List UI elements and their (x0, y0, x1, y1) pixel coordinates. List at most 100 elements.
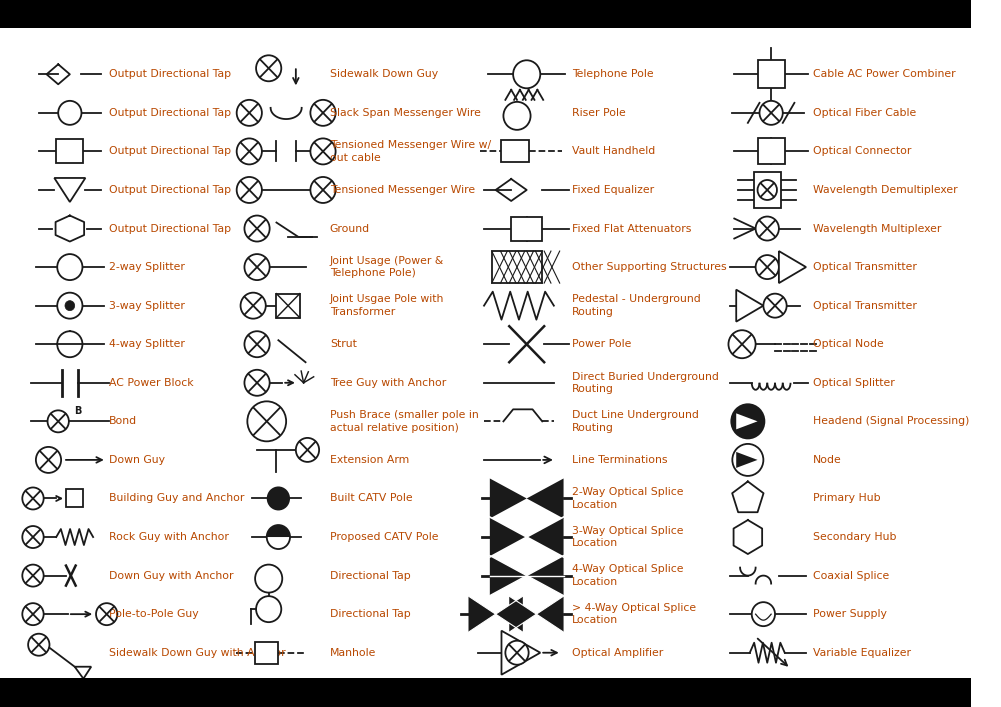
Circle shape (310, 100, 335, 126)
Text: Line Terminations: Line Terminations (573, 455, 668, 465)
Polygon shape (489, 517, 527, 557)
Circle shape (756, 216, 779, 240)
Circle shape (760, 101, 783, 125)
Text: Output Directional Tap: Output Directional Tap (109, 146, 231, 156)
Text: Optical Connector: Optical Connector (813, 146, 911, 156)
Text: 2-Way Optical Splice
Location: 2-Way Optical Splice Location (573, 487, 684, 510)
Circle shape (28, 633, 49, 655)
Text: 4-way Splitter: 4-way Splitter (109, 339, 184, 349)
Circle shape (22, 526, 44, 548)
Polygon shape (734, 520, 762, 554)
Circle shape (65, 300, 75, 310)
Circle shape (514, 60, 541, 88)
Text: Telephone Pole: Telephone Pole (573, 69, 654, 79)
Circle shape (236, 100, 262, 126)
Text: Wavelength Multiplexer: Wavelength Multiplexer (813, 223, 941, 233)
Circle shape (244, 254, 269, 280)
Polygon shape (75, 667, 91, 679)
Circle shape (244, 216, 269, 242)
Text: Output Directional Tap: Output Directional Tap (109, 69, 231, 79)
Circle shape (247, 402, 286, 441)
Bar (491, 251, 543, 283)
Circle shape (22, 565, 44, 587)
Polygon shape (732, 481, 764, 513)
Bar (512, 216, 543, 240)
Text: Optical Transmitter: Optical Transmitter (813, 262, 917, 272)
Bar (754, 172, 781, 208)
Circle shape (57, 293, 82, 319)
Bar (276, 293, 299, 317)
Circle shape (22, 487, 44, 510)
Text: Power Pole: Power Pole (573, 339, 632, 349)
Circle shape (244, 370, 269, 396)
Bar (66, 489, 83, 508)
Circle shape (57, 331, 82, 357)
Text: Optical Node: Optical Node (813, 339, 884, 349)
Text: Joint Usgae Pole with
Transformer: Joint Usgae Pole with Transformer (329, 294, 444, 317)
Text: Down Guy with Anchor: Down Guy with Anchor (109, 571, 233, 580)
Text: Coaxial Splice: Coaxial Splice (813, 571, 889, 580)
Text: Optical Fiber Cable: Optical Fiber Cable (813, 108, 916, 118)
Text: Fixed Equalizer: Fixed Equalizer (573, 185, 655, 195)
Circle shape (729, 330, 756, 358)
Circle shape (256, 55, 281, 81)
Wedge shape (266, 525, 290, 537)
Text: Direct Buried Underground
Routing: Direct Buried Underground Routing (573, 372, 719, 394)
Text: Directional Tap: Directional Tap (329, 571, 410, 580)
Text: Pole-to-Pole Guy: Pole-to-Pole Guy (109, 609, 198, 619)
Circle shape (244, 331, 269, 357)
Polygon shape (736, 290, 764, 322)
Bar (255, 642, 278, 664)
Polygon shape (736, 414, 758, 429)
Bar (502, 141, 529, 163)
Circle shape (310, 139, 335, 165)
Text: Sidewalk Down Guy with Anchor: Sidewalk Down Guy with Anchor (109, 648, 285, 658)
Text: Push Brace (smaller pole in
actual relative position): Push Brace (smaller pole in actual relat… (329, 410, 478, 433)
Text: Node: Node (813, 455, 842, 465)
Text: Fixed Flat Attenuators: Fixed Flat Attenuators (573, 223, 692, 233)
Text: Other Supporting Structures: Other Supporting Structures (573, 262, 727, 272)
Text: Optical Transmitter: Optical Transmitter (813, 300, 917, 310)
Bar (0, 0, 971, 28)
Bar (758, 60, 785, 88)
Polygon shape (489, 479, 527, 518)
Text: Secondary Hub: Secondary Hub (813, 532, 896, 542)
Circle shape (240, 293, 266, 319)
Text: Variable Equalizer: Variable Equalizer (813, 648, 911, 658)
Text: 3-way Splitter: 3-way Splitter (109, 300, 184, 310)
Text: Manhole: Manhole (329, 648, 376, 658)
Text: 2-way Splitter: 2-way Splitter (109, 262, 184, 272)
Circle shape (47, 410, 69, 433)
Circle shape (758, 180, 777, 200)
Polygon shape (527, 479, 564, 518)
Polygon shape (779, 251, 806, 283)
Bar (758, 139, 785, 165)
Text: Tensioned Messenger Wire: Tensioned Messenger Wire (329, 185, 474, 195)
Polygon shape (468, 596, 495, 632)
Text: Wavelength Demultiplexer: Wavelength Demultiplexer (813, 185, 958, 195)
Circle shape (752, 602, 775, 626)
Polygon shape (502, 631, 541, 674)
Circle shape (296, 438, 319, 462)
Text: Power Supply: Power Supply (813, 609, 887, 619)
Polygon shape (527, 517, 564, 557)
Text: Tree Guy with Anchor: Tree Guy with Anchor (329, 378, 446, 387)
Bar (0, 678, 971, 707)
Polygon shape (54, 178, 85, 202)
Polygon shape (527, 556, 564, 595)
Circle shape (266, 486, 290, 510)
Text: Built CATV Pole: Built CATV Pole (329, 493, 412, 503)
Text: Pedestal - Underground
Routing: Pedestal - Underground Routing (573, 294, 701, 317)
Circle shape (58, 101, 81, 125)
Text: Ground: Ground (329, 223, 370, 233)
Text: Output Directional Tap: Output Directional Tap (109, 108, 231, 118)
Text: 4-Way Optical Splice
Location: 4-Way Optical Splice Location (573, 564, 684, 587)
Text: Vault Handheld: Vault Handheld (573, 146, 656, 156)
Circle shape (266, 525, 290, 549)
Polygon shape (56, 216, 84, 242)
Text: Primary Hub: Primary Hub (813, 493, 881, 503)
Text: Strut: Strut (329, 339, 356, 349)
Text: AC Power Block: AC Power Block (109, 378, 193, 387)
Text: Rock Guy with Anchor: Rock Guy with Anchor (109, 532, 228, 542)
Circle shape (504, 102, 531, 130)
